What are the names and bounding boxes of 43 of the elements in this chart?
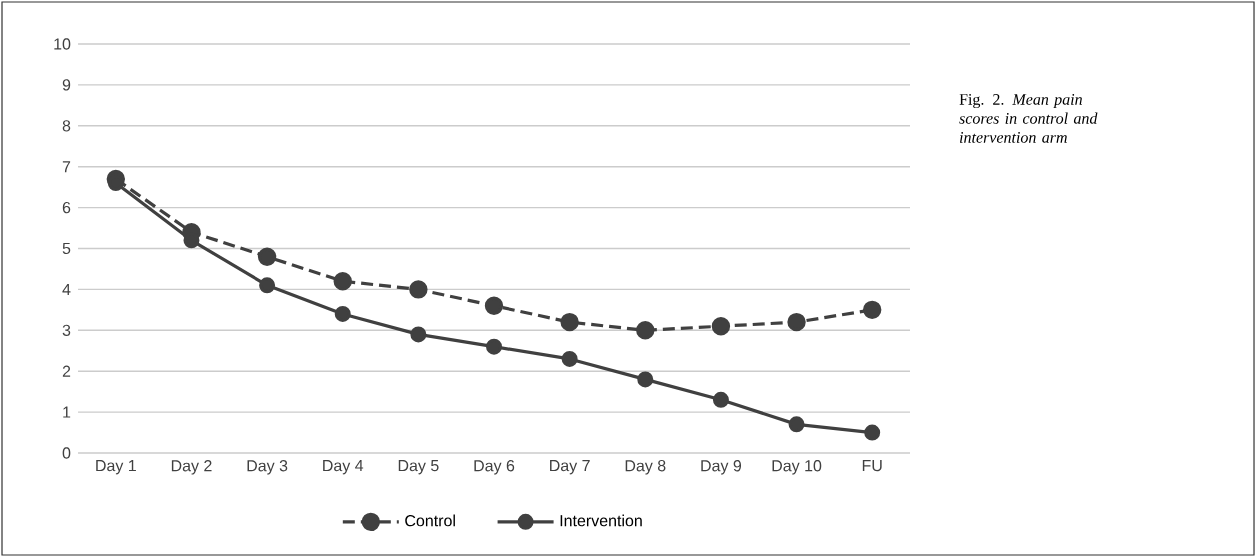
x-tick-label: Day 7 bbox=[550, 460, 590, 475]
point bbox=[712, 391, 729, 408]
point bbox=[864, 424, 881, 441]
y-tick-label: 1 bbox=[63, 406, 71, 418]
caption: Fig. 2. Mean pain scores in control and intervention arm bbox=[959, 94, 1098, 143]
y-tick-label: 6 bbox=[62, 201, 71, 214]
x-tick-label: Day 3 bbox=[247, 460, 288, 475]
point bbox=[711, 317, 731, 336]
y-tick-label: 4 bbox=[62, 283, 71, 295]
x-tick-label: FU bbox=[862, 460, 882, 472]
point bbox=[788, 416, 805, 433]
x-tick-label: Day 5 bbox=[398, 460, 439, 475]
point bbox=[637, 371, 654, 388]
point bbox=[561, 350, 578, 367]
point bbox=[484, 296, 504, 315]
point bbox=[560, 312, 579, 332]
point bbox=[257, 247, 277, 266]
x-tick-label: Day 1 bbox=[96, 460, 136, 475]
y-tick-label: 5 bbox=[62, 242, 71, 255]
point bbox=[486, 338, 502, 355]
y-tick-label: 7 bbox=[62, 161, 71, 173]
point bbox=[334, 305, 351, 322]
legend-label: Control bbox=[405, 514, 455, 527]
y-tick-label: 2 bbox=[62, 365, 71, 377]
y-tick-label: 9 bbox=[62, 79, 71, 91]
point bbox=[333, 272, 352, 291]
x-tick-label: Day 6 bbox=[474, 460, 515, 475]
x-tick-label: Day 4 bbox=[323, 460, 364, 475]
point bbox=[636, 321, 655, 340]
y-tick-label: 3 bbox=[62, 324, 71, 336]
y-tick-label: 8 bbox=[62, 120, 71, 132]
point bbox=[410, 326, 427, 343]
y-tick-label: 10 bbox=[54, 38, 71, 50]
point bbox=[787, 312, 806, 332]
point bbox=[409, 280, 428, 299]
y-tick-label: 0 bbox=[62, 447, 71, 459]
x-tick-label: Day 8 bbox=[625, 460, 666, 475]
x-tick-label: Day 2 bbox=[171, 460, 212, 475]
x-tick-label: Day 9 bbox=[701, 460, 742, 475]
point bbox=[862, 300, 882, 320]
legend-label: Intervention bbox=[560, 514, 642, 527]
point bbox=[259, 277, 276, 294]
x-tick-label: Day 10 bbox=[772, 460, 822, 475]
